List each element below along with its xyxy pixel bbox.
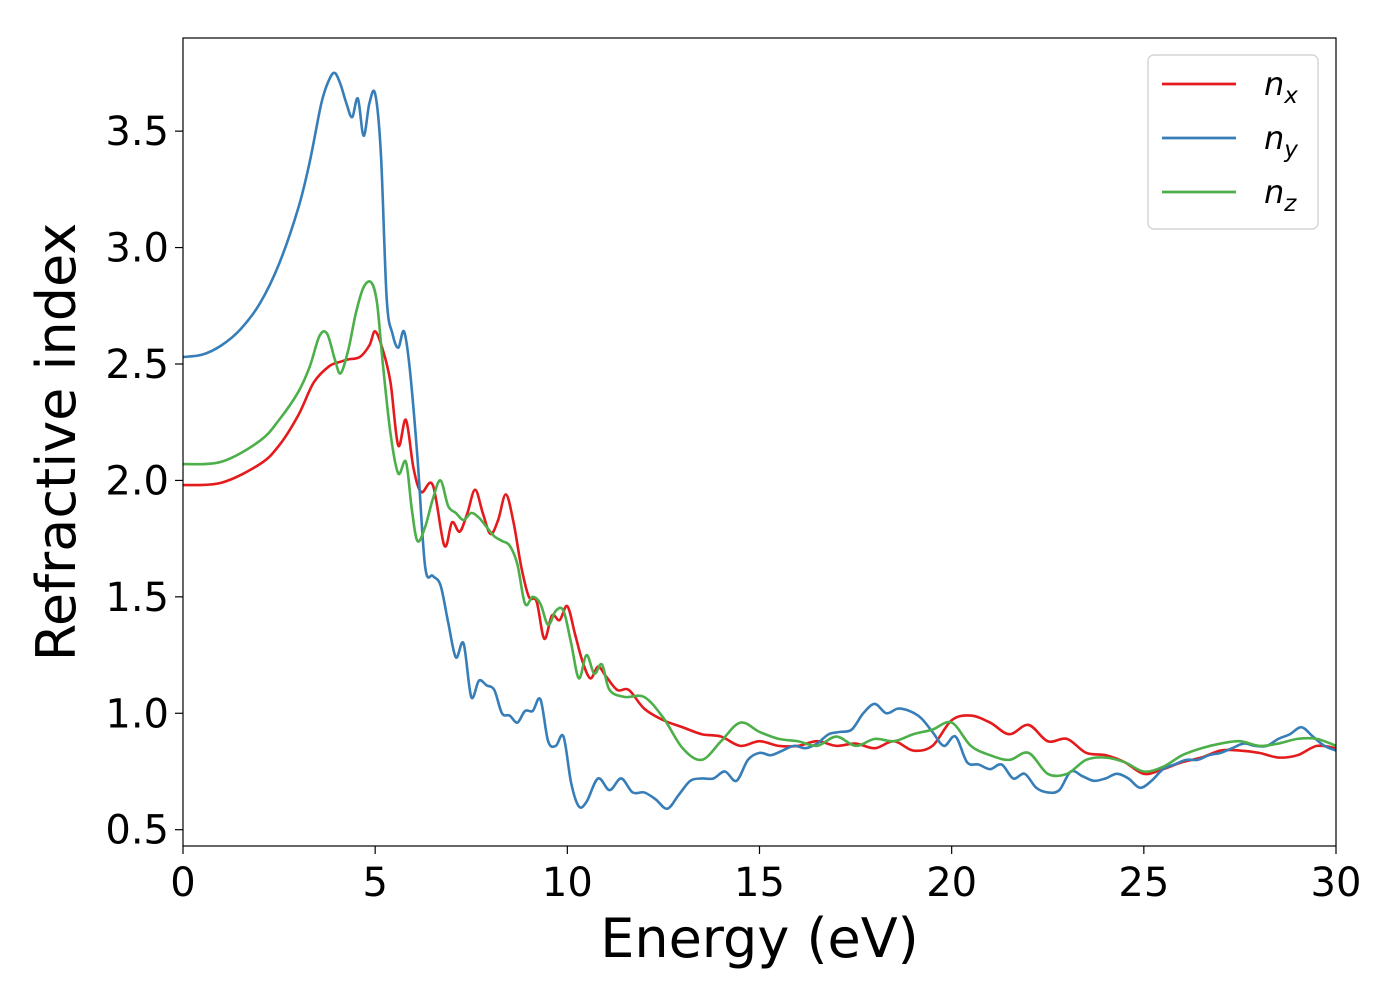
series-line-z bbox=[183, 280, 1336, 778]
x-tick-label: 20 bbox=[926, 860, 977, 906]
y-tick-label: 2.0 bbox=[105, 458, 169, 504]
y-tick-label: 0.5 bbox=[105, 808, 169, 854]
series-line-y bbox=[183, 71, 1336, 811]
x-tick-label: 10 bbox=[542, 860, 593, 906]
y-tick-label: 3.0 bbox=[105, 226, 169, 272]
x-tick-label: 15 bbox=[734, 860, 785, 906]
legend-items: nx ny nz bbox=[1162, 65, 1298, 217]
x-axis-ticks: 0 5 10 15 20 25 30 bbox=[170, 846, 1361, 906]
y-axis-ticks: 0.5 1.0 1.5 2.0 2.5 3.0 3.5 bbox=[105, 109, 183, 854]
legend-label-x: nx bbox=[1264, 65, 1298, 109]
legend: nx ny nz bbox=[1147, 54, 1319, 230]
x-axis-title: Energy (eV) bbox=[600, 907, 919, 970]
plot-area-background bbox=[183, 38, 1336, 846]
y-axis-title: Refractive index bbox=[25, 223, 88, 662]
legend-label-z: nz bbox=[1264, 173, 1297, 217]
series-line-x bbox=[183, 330, 1336, 776]
y-tick-label: 1.5 bbox=[105, 575, 169, 621]
x-tick-label: 0 bbox=[170, 860, 195, 906]
legend-label-y: ny bbox=[1264, 119, 1298, 163]
plot-frame bbox=[182, 37, 1337, 847]
y-tick-label: 2.5 bbox=[105, 342, 169, 388]
x-tick-label: 30 bbox=[1311, 860, 1362, 906]
y-tick-label: 3.5 bbox=[105, 109, 169, 155]
legend-box bbox=[1147, 54, 1319, 230]
x-tick-label: 25 bbox=[1118, 860, 1169, 906]
y-tick-label: 1.0 bbox=[105, 691, 169, 737]
series-layer bbox=[183, 71, 1336, 811]
x-tick-label: 5 bbox=[362, 860, 387, 906]
